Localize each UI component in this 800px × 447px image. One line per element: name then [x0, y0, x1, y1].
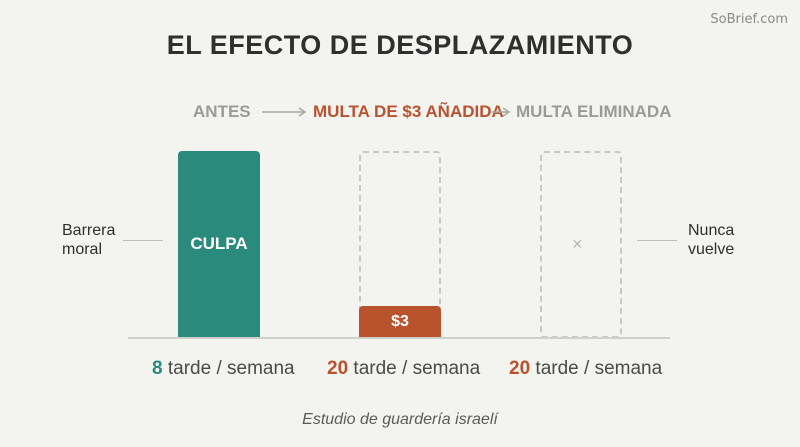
stage-fine-removed-label: MULTA ELIMINADA	[516, 102, 672, 121]
guilt-bar-label: CULPA	[190, 234, 248, 253]
late-count-removed: 20 tarde / semana	[509, 358, 662, 380]
late-count-number: 20	[327, 358, 349, 379]
left-connector-line	[123, 240, 163, 241]
moral-barrier-line1: Barrera	[62, 222, 116, 239]
never-returns-label: Nunca vuelve	[688, 221, 734, 259]
never-returns-line1: Nunca	[688, 222, 735, 239]
moral-barrier-line2: moral	[62, 241, 103, 258]
arrow-right-icon	[262, 107, 307, 117]
late-count-unit: tarde / semana	[353, 358, 481, 379]
late-count-before: 8 tarde / semana	[152, 358, 295, 380]
watermark: SoBrief.com	[710, 12, 788, 27]
late-count-unit: tarde / semana	[535, 358, 663, 379]
stage-before-label: ANTES	[193, 102, 251, 121]
stage-fine-added-label: MULTA DE $3 AÑADIDA	[313, 102, 504, 121]
never-returns-line2: vuelve	[688, 241, 735, 258]
fine-bar	[359, 306, 441, 337]
right-connector-line	[637, 240, 677, 241]
moral-barrier-label: Barrera moral	[62, 221, 115, 259]
late-count-number: 8	[152, 358, 163, 379]
guilt-bar	[178, 151, 260, 337]
arrow-right-icon	[490, 107, 511, 117]
baseline	[128, 337, 670, 339]
fine-bar-label: $3	[391, 313, 409, 330]
late-count-fine: 20 tarde / semana	[327, 358, 480, 380]
diagram-title: EL EFECTO DE DESPLAZAMIENTO	[166, 30, 634, 60]
source-caption: Estudio de guardería israelí	[302, 411, 498, 428]
late-count-unit: tarde / semana	[167, 358, 295, 379]
close-icon: ×	[572, 234, 583, 254]
late-count-number: 20	[509, 358, 531, 379]
